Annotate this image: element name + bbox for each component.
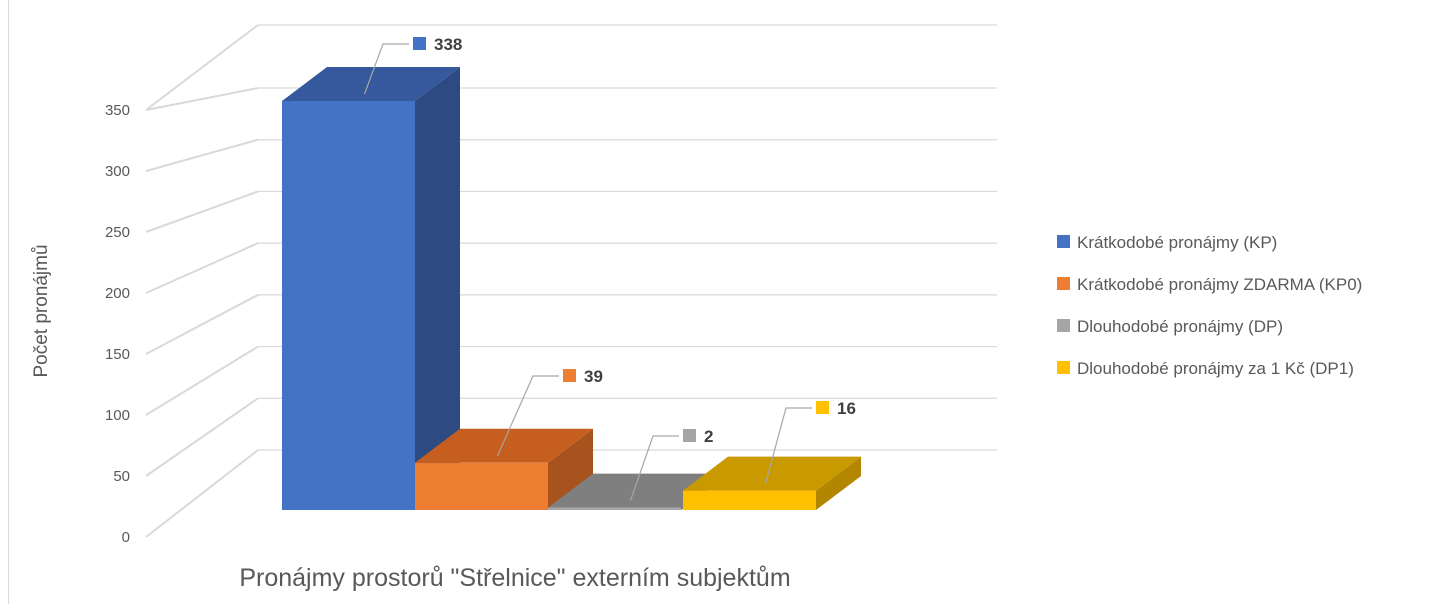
y-tick-label: 50 bbox=[113, 468, 130, 485]
data-label-swatch bbox=[563, 369, 576, 382]
y-axis-ticks: 0 50 100 150 200 250 300 350 bbox=[105, 102, 130, 546]
bars bbox=[282, 67, 861, 510]
gridline-diagonal bbox=[145, 293, 259, 355]
data-labels: 338 39 2 16 bbox=[363, 35, 856, 501]
legend-label: Dlouhodobé pronájmy (DP) bbox=[1077, 317, 1283, 336]
legend-swatch bbox=[1057, 361, 1070, 374]
bar-top bbox=[282, 67, 460, 101]
legend-label: Dlouhodobé pronájmy za 1 Kč (DP1) bbox=[1077, 359, 1354, 378]
legend: Krátkodobé pronájmy (KP) Krátkodobé proná… bbox=[1057, 233, 1362, 378]
bar-top bbox=[683, 456, 861, 491]
data-label-swatch bbox=[683, 429, 696, 442]
gridline-diagonal bbox=[145, 397, 259, 477]
bar bbox=[548, 507, 681, 510]
y-tick-label: 250 bbox=[105, 224, 130, 241]
data-label: 16 bbox=[837, 399, 856, 418]
left-border bbox=[8, 0, 9, 604]
data-label-swatch bbox=[816, 401, 829, 414]
gridline-diagonal bbox=[145, 87, 259, 111]
bar-side bbox=[548, 428, 593, 510]
legend-swatch bbox=[1057, 235, 1070, 248]
gridline-diagonal bbox=[145, 24, 259, 111]
data-label: 338 bbox=[434, 35, 462, 54]
y-tick-label: 150 bbox=[105, 346, 130, 363]
gridline-diagonal bbox=[145, 138, 259, 172]
leader-line bbox=[629, 435, 679, 501]
y-tick-label: 0 bbox=[122, 529, 130, 546]
data-label: 2 bbox=[704, 427, 713, 446]
x-axis-title: Pronájmy prostorů "Střelnice" externím s… bbox=[239, 564, 790, 592]
bar-top bbox=[548, 473, 726, 508]
y-tick-label: 200 bbox=[105, 285, 130, 302]
y-axis-title: Počet pronájmů bbox=[31, 244, 52, 377]
leader-line bbox=[363, 43, 409, 95]
bar bbox=[282, 101, 415, 510]
bar bbox=[683, 490, 816, 510]
data-label-swatch bbox=[413, 37, 426, 50]
bar-side bbox=[415, 67, 460, 510]
legend-label: Krátkodobé pronájmy ZDARMA (KP0) bbox=[1077, 275, 1362, 294]
bar bbox=[415, 462, 548, 510]
y-tick-label: 300 bbox=[105, 163, 130, 180]
y-tick-label: 100 bbox=[105, 407, 130, 424]
y-tick-label: 350 bbox=[105, 102, 130, 119]
bar-top bbox=[415, 428, 593, 463]
leader-line bbox=[764, 407, 812, 484]
legend-swatch bbox=[1057, 319, 1070, 332]
gridline-diagonal bbox=[145, 242, 259, 294]
leader-line bbox=[496, 375, 559, 457]
gridline-diagonal bbox=[145, 345, 259, 416]
gridline-diagonal bbox=[145, 449, 259, 538]
legend-label: Krátkodobé pronájmy (KP) bbox=[1077, 233, 1277, 252]
bar-side bbox=[816, 456, 861, 510]
gridline-diagonal bbox=[145, 190, 259, 233]
data-label: 39 bbox=[584, 367, 603, 386]
legend-swatch bbox=[1057, 277, 1070, 290]
